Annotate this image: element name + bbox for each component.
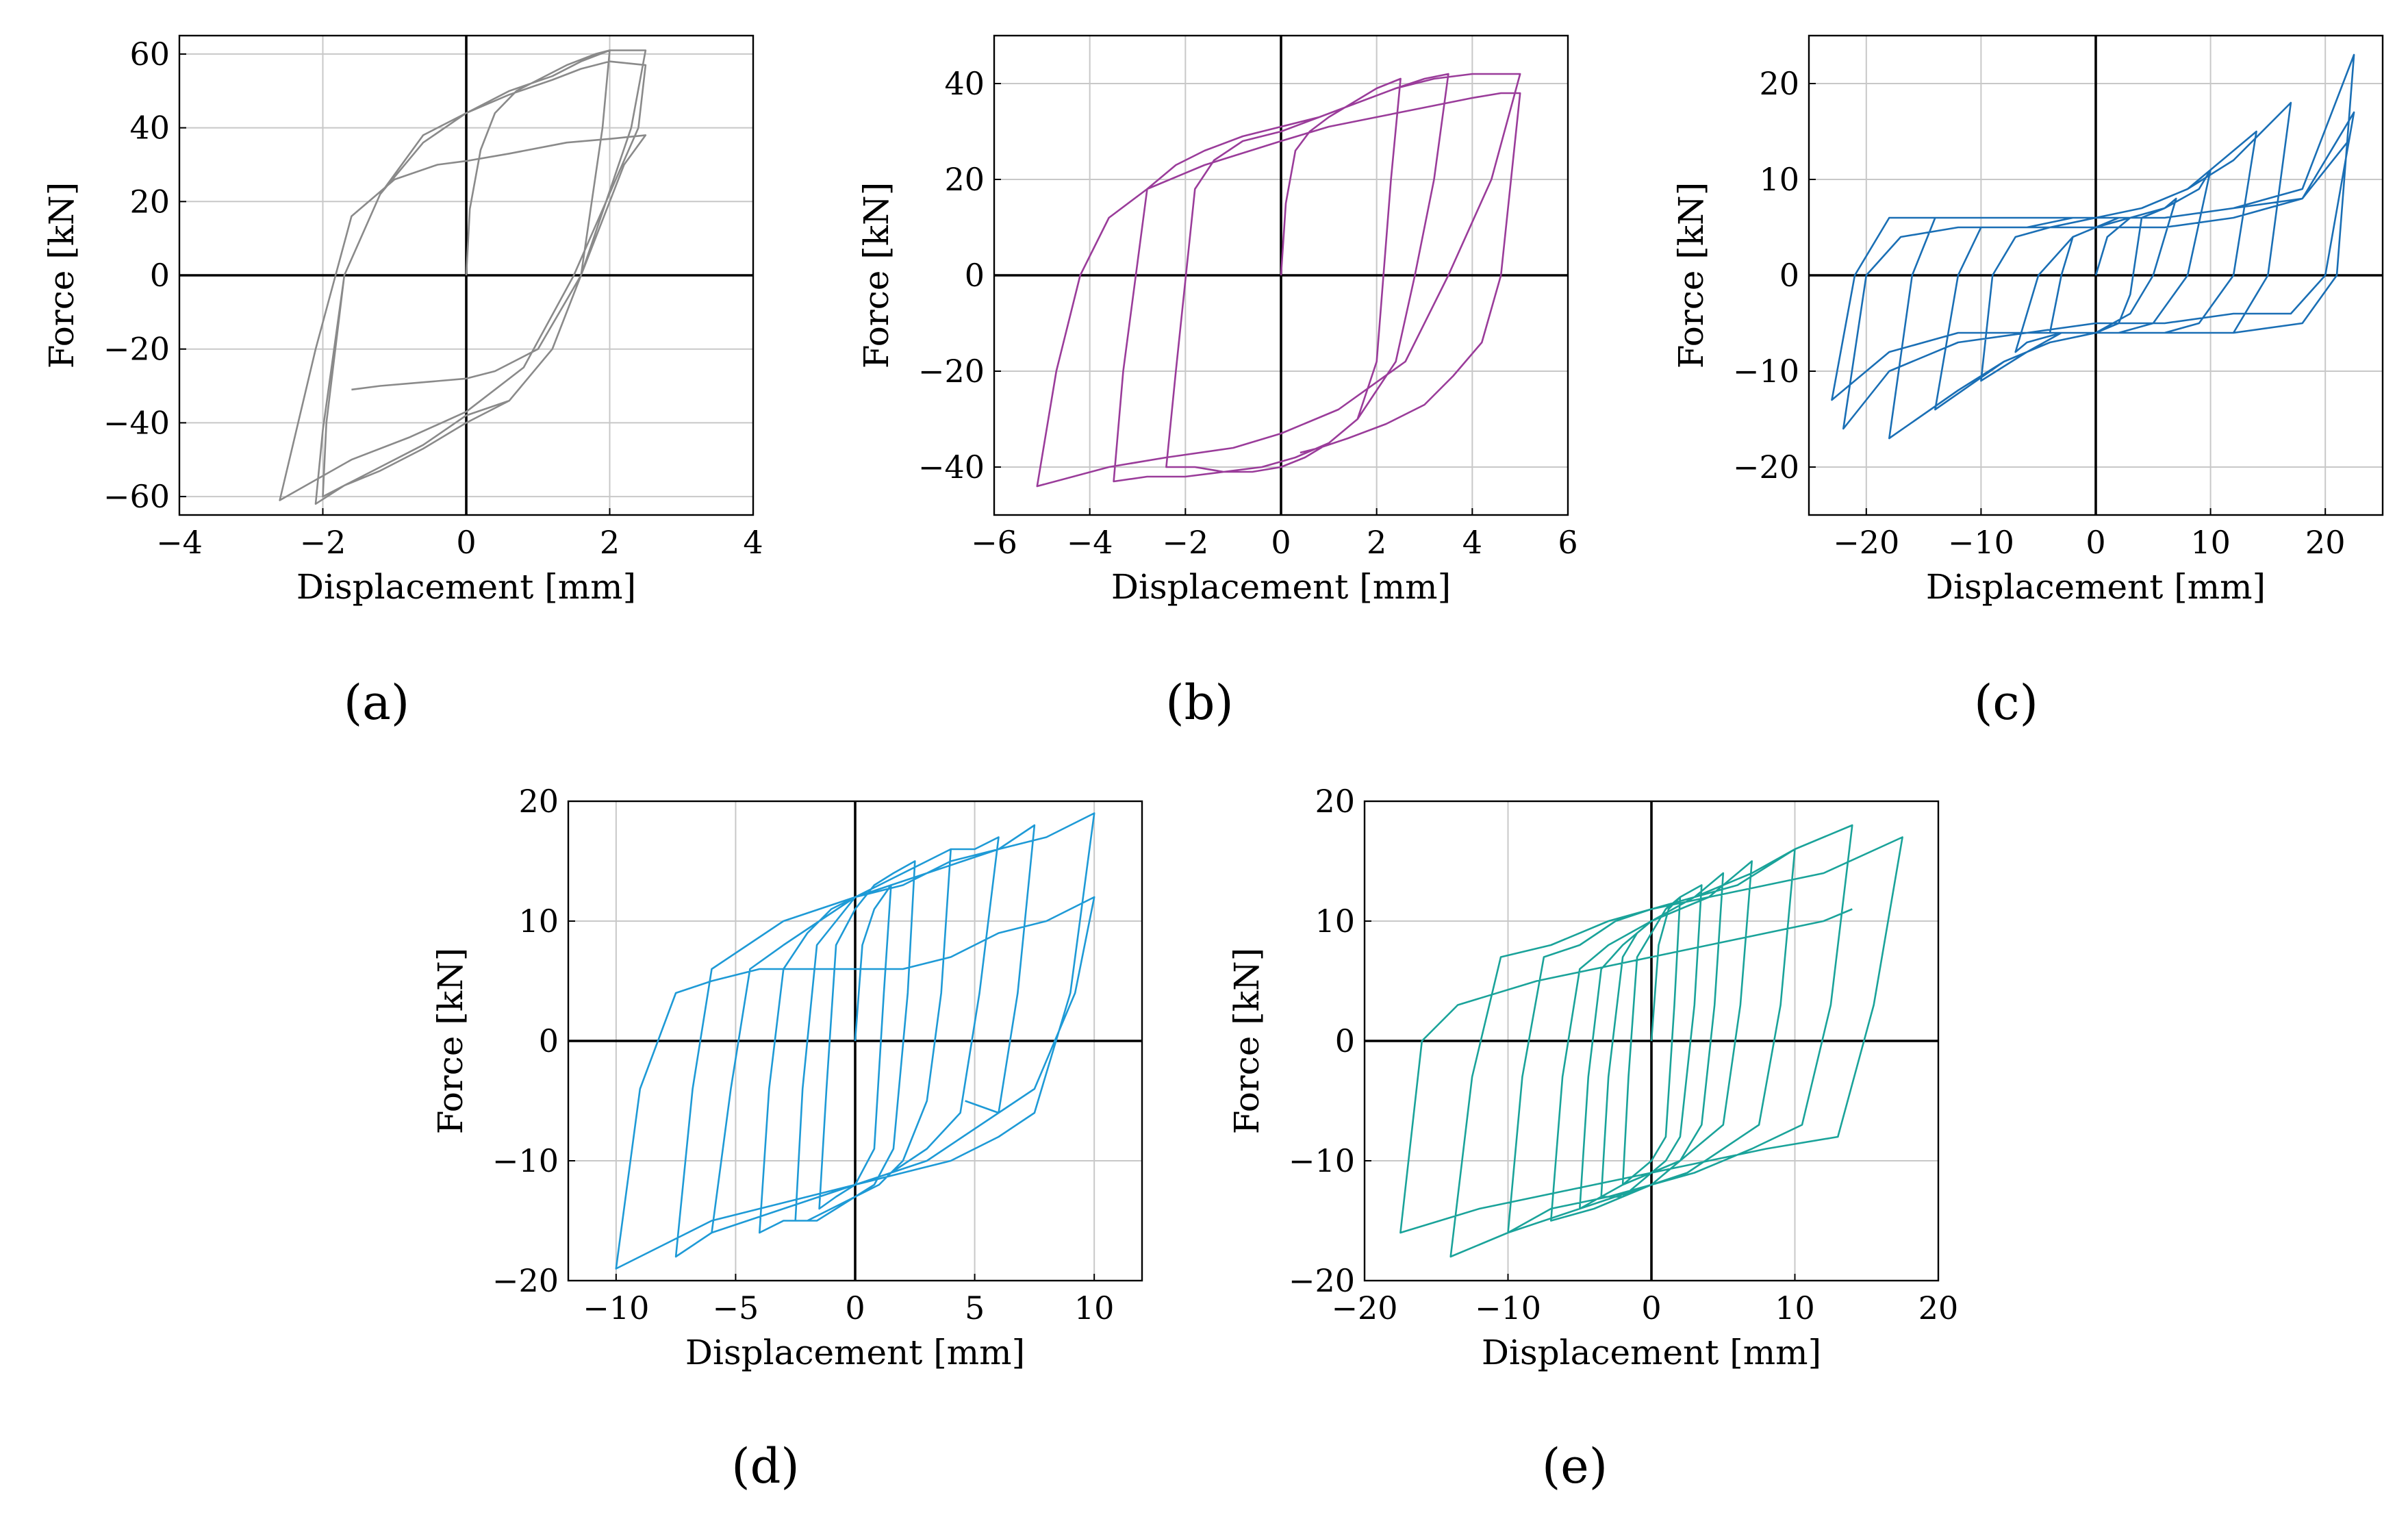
p1-ytick-label-3: 20 (944, 161, 985, 198)
p0-xaxis-label: Displacement [mm] (296, 567, 636, 607)
p1-xtick-label-5: 4 (1462, 524, 1482, 561)
p1-ytick-label-1: −20 (918, 353, 985, 390)
p3-xtick-label-2: 0 (845, 1290, 865, 1327)
caption-e: (e) (1542, 1438, 1608, 1494)
p3-ytick-label-3: 10 (518, 903, 559, 940)
p0-hysteresis-curve-0 (279, 49, 647, 505)
p3-xaxis-label: Displacement [mm] (685, 1333, 1025, 1372)
p0-xtick-label-4: 4 (743, 524, 763, 561)
p0-yaxis-label: Force [kN] (42, 182, 81, 369)
p3-xtick-label-0: −10 (583, 1290, 649, 1327)
panel-e: (e) −20 −10 0 10 20 −20 −10 0 10 20 Displacement [… (1227, 783, 1958, 1494)
p4-ytick-label-1: −10 (1289, 1142, 1355, 1179)
p0-ytick-label-5: 40 (129, 110, 170, 147)
p1-yaxis-label: Force [kN] (857, 182, 896, 369)
p3-ytick-label-1: −10 (492, 1142, 559, 1179)
p1-ytick-label-4: 40 (944, 65, 985, 102)
caption-b: (b) (1165, 675, 1233, 731)
p4-ytick-label-0: −20 (1289, 1262, 1355, 1299)
p0-xtick-label-2: 0 (456, 524, 476, 561)
p0-xtick-label-0: −4 (156, 524, 203, 561)
p0-ytick-label-0: −60 (103, 478, 170, 515)
p1-xtick-label-3: 0 (1271, 524, 1291, 561)
p4-yaxis-label: Force [kN] (1227, 948, 1267, 1135)
p0-xtick-label-1: −2 (300, 524, 346, 561)
p2-ytick-label-4: 20 (1759, 65, 1799, 102)
p2-xtick-label-3: 10 (2190, 524, 2231, 561)
p4-hysteresis-curve-0 (1399, 824, 1903, 1258)
p3-yaxis-label: Force [kN] (431, 948, 470, 1135)
p1-hysteresis-curve-0 (1036, 73, 1521, 488)
p4-ytick-label-3: 10 (1315, 903, 1355, 940)
panel-d: (d) −10 −5 0 5 10 −20 −10 0 10 20 Displacement [mm… (431, 783, 1143, 1494)
p3-xtick-label-3: 5 (965, 1290, 985, 1327)
p0-ytick-label-4: 20 (129, 183, 170, 220)
p2-xtick-label-0: −20 (1833, 524, 1899, 561)
p0-ytick-label-2: −20 (103, 331, 170, 368)
p2-xaxis-label: Displacement [mm] (1926, 567, 2266, 607)
p3-xtick-label-1: −5 (713, 1290, 759, 1327)
p1-xtick-label-2: −2 (1162, 524, 1208, 561)
caption-d: (d) (731, 1438, 799, 1494)
p4-ytick-label-4: 20 (1315, 783, 1355, 820)
p2-xtick-label-1: −10 (1948, 524, 2014, 561)
p1-ytick-label-0: −40 (918, 449, 985, 486)
p2-hysteresis-curve-0 (1831, 53, 2355, 440)
panel-c: (c) −20 −10 0 10 20 −20 −10 0 10 20 Displacement [… (1671, 34, 2384, 731)
p3-hysteresis-curve-0 (615, 812, 1095, 1270)
p1-ytick-label-2: 0 (965, 257, 985, 294)
p3-ytick-label-2: 0 (539, 1022, 559, 1059)
p1-xtick-label-0: −6 (971, 524, 1017, 561)
p0-ytick-label-3: 0 (150, 257, 170, 294)
p3-xtick-label-4: 10 (1074, 1290, 1115, 1327)
panel-a: (a) −4 −2 0 2 4−60−40−200204060Displacement … (42, 34, 763, 731)
p1-xtick-label-1: −4 (1067, 524, 1113, 561)
caption-c: (c) (1974, 675, 2038, 731)
p4-xtick-label-2: 0 (1641, 1290, 1661, 1327)
p1-xaxis-label: Displacement [mm] (1111, 567, 1451, 607)
p2-ytick-label-3: 10 (1759, 161, 1799, 198)
p1-xtick-label-6: 6 (1558, 524, 1577, 561)
p2-xtick-label-2: 0 (2086, 524, 2105, 561)
p0-ytick-label-1: −40 (103, 404, 170, 441)
p0-xtick-label-3: 2 (600, 524, 620, 561)
p2-ytick-label-2: 0 (1779, 257, 1799, 294)
p2-xtick-label-4: 20 (2305, 524, 2346, 561)
p4-xtick-label-1: −10 (1475, 1290, 1541, 1327)
p1-xtick-label-4: 2 (1367, 524, 1386, 561)
p4-xtick-label-3: 10 (1775, 1290, 1815, 1327)
p2-ytick-label-0: −20 (1733, 449, 1799, 486)
p3-ytick-label-0: −20 (492, 1262, 559, 1299)
p3-ytick-label-4: 20 (518, 783, 559, 820)
p4-xtick-label-4: 20 (1918, 1290, 1959, 1327)
p4-xtick-label-0: −20 (1331, 1290, 1397, 1327)
p4-ytick-label-2: 0 (1335, 1022, 1355, 1059)
p2-ytick-label-1: −10 (1733, 353, 1799, 390)
caption-a: (a) (344, 675, 409, 731)
p2-yaxis-label: Force [kN] (1671, 182, 1711, 369)
p0-ytick-label-6: 60 (129, 36, 170, 73)
p4-xaxis-label: Displacement [mm] (1482, 1333, 1821, 1372)
